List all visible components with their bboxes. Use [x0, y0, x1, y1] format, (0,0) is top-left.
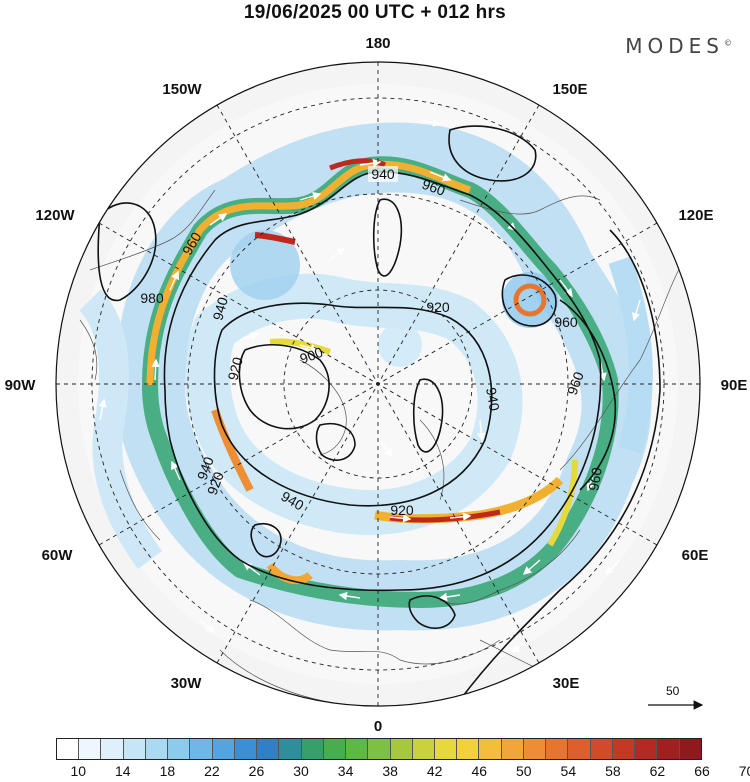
colorbar-cell: [590, 739, 613, 759]
lon-label-60e: 60E: [682, 547, 709, 564]
contour-label-2: 960: [420, 176, 448, 199]
lon-label-60w: 60W: [42, 547, 74, 564]
contour-label-1: 940: [371, 166, 395, 182]
contour-label-7: 900: [298, 344, 326, 367]
colorbar-cell: [257, 739, 280, 759]
lon-label-150w: 150W: [162, 81, 202, 98]
vector-reference-label: 50: [666, 684, 680, 698]
brand-mark: ©: [724, 38, 732, 48]
map-boundary: [55, 61, 701, 707]
colorbar-cell: [568, 739, 591, 759]
brand-logo: MODES©: [625, 34, 732, 58]
colorbar-tick-label: 54: [560, 763, 577, 779]
vector-reference: 50: [648, 684, 708, 720]
colorbar-tick-label: 22: [204, 763, 220, 779]
contour-label-16: 940: [194, 454, 217, 482]
colorbar-cell: [234, 739, 258, 759]
colorbar-cell: [323, 739, 347, 759]
vector-reference-arrow-icon: [648, 700, 704, 710]
brand-name: MODES: [625, 34, 724, 58]
colorbar-tick-labels: 10 14 18 22 26 30 34 38 42 46 50 54 58 62 66 70: [56, 763, 750, 781]
colorbar-tick-label: 58: [605, 763, 621, 779]
colorbar-cell: [79, 739, 102, 759]
colorbar-tick-label: 62: [649, 763, 666, 779]
contour-label-9: 920: [390, 502, 414, 518]
colorbar-cell: [657, 739, 680, 759]
contour-label-13: 960: [585, 466, 605, 492]
colorbar-cell: [301, 739, 324, 759]
lon-label-0: 0: [374, 718, 382, 735]
colorbar-cell: [168, 739, 191, 759]
colorbar-cell: [523, 739, 547, 759]
colorbar-tick-label: 42: [426, 763, 443, 779]
lon-label-180: 180: [365, 35, 390, 52]
lon-label-30w: 30W: [171, 675, 203, 692]
lon-label-30e: 30E: [553, 675, 580, 692]
colorbar-cell: [412, 739, 435, 759]
graticule: [56, 62, 700, 706]
contour-label-10: 960: [554, 314, 578, 330]
lon-label-120w: 120W: [35, 207, 75, 224]
colorbar-cell: [190, 739, 213, 759]
colorbar-tick-label: 38: [382, 763, 398, 779]
colorbar-cell: [101, 739, 124, 759]
lon-label-90e: 90E: [721, 377, 748, 394]
colorbar-tick-label: 18: [159, 763, 176, 779]
colorbar-tick-label: 30: [293, 763, 309, 779]
colorbar: [56, 738, 702, 760]
contour-label-11: 960: [564, 369, 587, 397]
contour-value-labels: 940 960 960 980 940 920 900 920 920 960 …: [140, 166, 605, 518]
colorbar-cell: [57, 739, 80, 759]
colorbar-cell: [145, 739, 169, 759]
colorbar-cell: [635, 739, 658, 759]
colorbar-tick-label: 26: [248, 763, 265, 779]
colorbar-cell: [434, 739, 458, 759]
colorbar-tick-label: 34: [337, 763, 354, 779]
colorbar-cell: [546, 739, 569, 759]
colorbar-tick-label: 46: [471, 763, 488, 779]
colorbar-cell: [679, 739, 701, 759]
colorbar-cell: [279, 739, 302, 759]
colorbar-cell: [212, 739, 235, 759]
colorbar-cell: [612, 739, 636, 759]
contour-label-4: 980: [140, 290, 164, 306]
colorbar-cell: [457, 739, 480, 759]
colorbar-tick-label: 50: [515, 763, 532, 779]
contour-label-15: 920: [204, 469, 227, 497]
colorbar-tick-label: 10: [70, 763, 87, 779]
chart-title: 19/06/2025 00 UTC + 012 hrs: [243, 2, 507, 23]
contour-label-12: 940: [483, 386, 503, 412]
lon-label-150e: 150E: [552, 81, 587, 98]
colorbar-cell: [123, 739, 146, 759]
colorbar-cell: [479, 739, 502, 759]
map-disc: 940 960 960 980 940 920 900 920 920 960 …: [56, 62, 700, 706]
contour-label-8: 920: [426, 299, 450, 315]
contour-label-6: 920: [224, 355, 246, 382]
colorbar-cell: [501, 739, 524, 759]
contour-label-5: 940: [209, 295, 231, 322]
colorbar-cell: [390, 739, 413, 759]
colorbar-tick-label: 66: [694, 763, 710, 779]
lon-label-90w: 90W: [5, 377, 37, 394]
colorbar-tick-label: 70: [738, 763, 750, 779]
longitude-labels: 180 0 90W 90E 150W 120W 150E 120E 60W 30…: [5, 35, 748, 735]
colorbar-cell: [368, 739, 391, 759]
colorbar-tick-label: 14: [115, 763, 131, 779]
colorbar-cell: [346, 739, 369, 759]
lon-label-120e: 120E: [678, 207, 713, 224]
